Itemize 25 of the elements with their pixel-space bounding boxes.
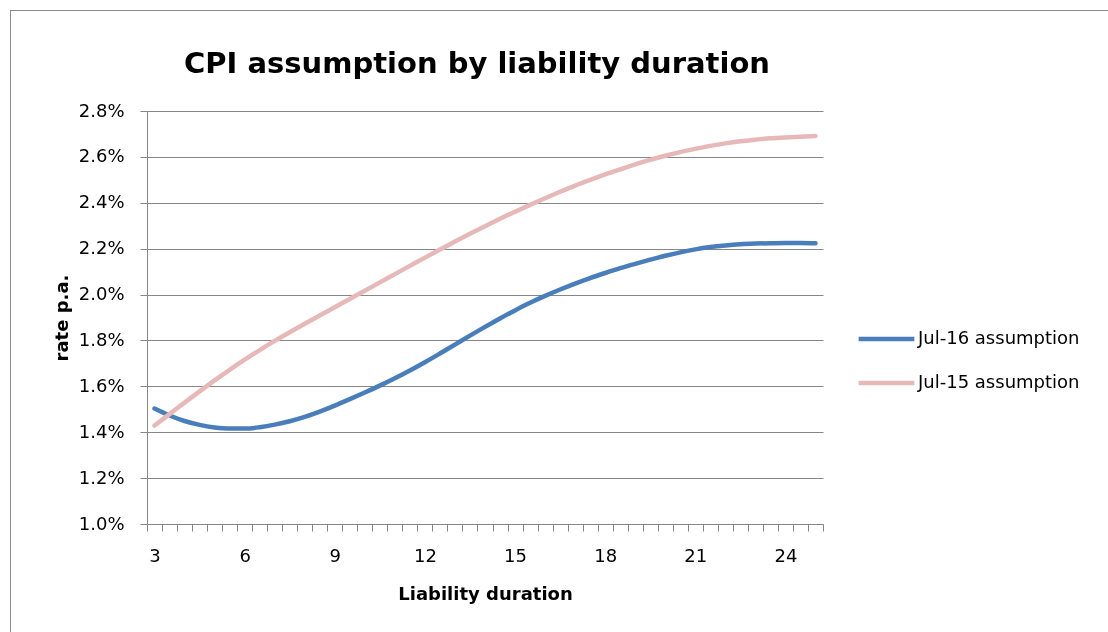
- y-tick-label: 2.6%: [78, 145, 125, 167]
- y-tick-label: 2.4%: [78, 191, 125, 213]
- y-tick-label: 1.4%: [78, 420, 125, 442]
- line-series: [152, 133, 818, 428]
- x-tick-label: 9: [329, 544, 341, 566]
- y-tick-label: 1.6%: [78, 374, 125, 396]
- x-tick-label: 21: [684, 544, 708, 566]
- y-tick-label: 2.0%: [78, 283, 125, 305]
- line-series: [152, 240, 818, 431]
- y-tick-label: 2.8%: [78, 99, 125, 121]
- legend-label: Jul-16 assumption: [917, 327, 1080, 348]
- y-tick-label: 1.0%: [78, 512, 125, 534]
- x-tick-label: 24: [774, 544, 798, 566]
- y-tick-label: 1.2%: [78, 466, 125, 488]
- chart-title: CPI assumption by liability duration: [184, 46, 770, 80]
- y-axis-title: rate p.a.: [50, 274, 72, 362]
- x-tick-label: 15: [504, 544, 527, 566]
- y-tick-label: 1.8%: [78, 328, 125, 350]
- x-tick-label: 18: [594, 544, 618, 566]
- x-tick-label: 3: [149, 544, 161, 566]
- x-axis-title: Liability duration: [398, 582, 573, 604]
- x-tick-label: 6: [239, 544, 251, 566]
- x-tick-label: 12: [413, 544, 437, 566]
- legend-label: Jul-15 assumption: [917, 371, 1080, 392]
- y-tick-label: 2.2%: [78, 237, 125, 259]
